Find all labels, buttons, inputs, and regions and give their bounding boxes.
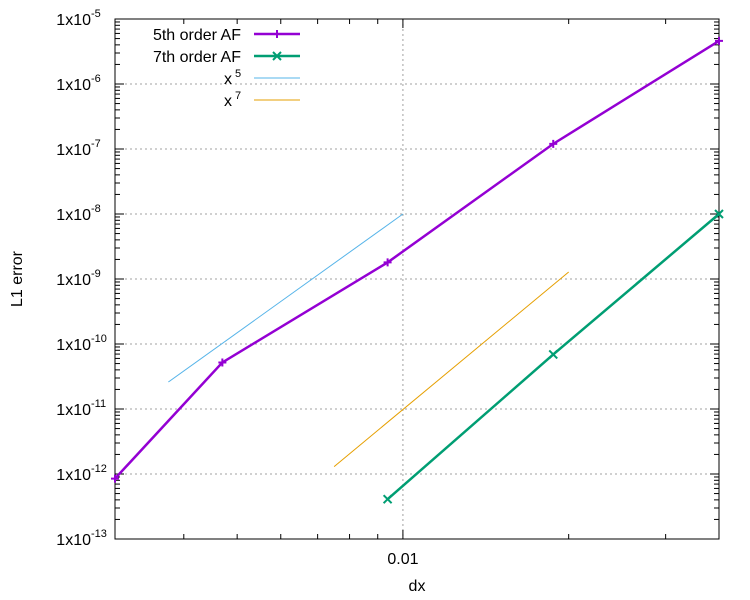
series-1: [111, 36, 723, 483]
series-3: [168, 213, 404, 383]
data-point: [218, 358, 227, 367]
data-point: [111, 474, 119, 483]
y-tick-label: 1x10: [56, 77, 91, 94]
legend-label: x: [224, 71, 232, 88]
grid-lines: [115, 19, 719, 539]
y-tick-label: 1x10: [56, 532, 91, 549]
x-tick-labels: 0.01: [387, 551, 418, 568]
y-tick-label: 1x10: [56, 142, 91, 159]
data-point: [548, 349, 558, 360]
y-tick-label: 1x10: [56, 207, 91, 224]
series-group: [111, 36, 724, 504]
series-2: [382, 209, 724, 504]
data-point: [549, 139, 558, 148]
y-axis-label: L1 error: [9, 250, 26, 307]
legend-entry: 5th order AF: [153, 27, 300, 44]
data-point: [714, 209, 724, 219]
series-line: [168, 213, 404, 383]
series-line: [333, 271, 569, 467]
legend-marker: [272, 51, 282, 61]
legend-label-exponent: 7: [235, 90, 241, 102]
x-axis-label: dx: [409, 578, 426, 595]
legend-label: 7th order AF: [153, 49, 241, 66]
y-tick-exponent: -11: [91, 398, 106, 410]
y-tick-exponent: -6: [91, 73, 101, 85]
legend-label-exponent: 5: [235, 68, 241, 80]
y-tick-label: 1x10: [56, 467, 91, 484]
y-tick-exponent: -8: [91, 203, 101, 215]
legend-marker: [273, 30, 281, 38]
y-tick-exponent: -5: [91, 8, 101, 20]
data-point: [383, 258, 392, 267]
y-tick-label: 1x10: [56, 12, 91, 29]
y-tick-exponent: -10: [91, 333, 107, 345]
legend-label: x: [224, 93, 232, 110]
x-tick-label: 0.01: [387, 551, 418, 568]
data-point: [715, 36, 723, 45]
y-tick-label: 1x10: [56, 337, 91, 354]
y-tick-exponent: -9: [91, 268, 101, 280]
series-line: [114, 39, 720, 480]
data-point: [382, 494, 393, 504]
y-tick-exponent: -12: [91, 463, 107, 475]
legend-entry: 7th order AF: [153, 49, 300, 66]
y-tick-exponent: -7: [91, 138, 101, 150]
legend-label: 5th order AF: [153, 27, 241, 44]
y-tick-label: 1x10: [56, 402, 91, 419]
series-line: [386, 213, 720, 501]
y-tick-label: 1x10: [56, 272, 91, 289]
series-4: [333, 271, 569, 467]
y-tick-exponent: -13: [91, 528, 107, 540]
